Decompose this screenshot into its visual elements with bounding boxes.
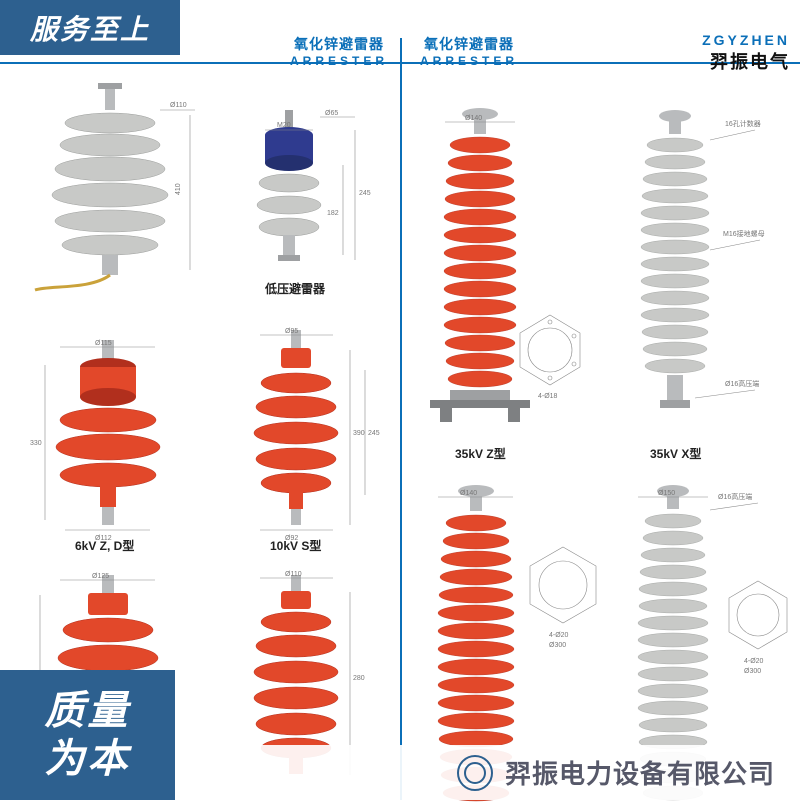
dim-p6-h: 280	[353, 675, 365, 682]
col-header-right-zh: 氧化锌避雷器	[420, 34, 518, 54]
brand-zh: 羿振电气	[702, 48, 790, 74]
dim-p3-top: Ø115	[95, 340, 112, 347]
dim-p5-top: Ø125	[92, 573, 109, 580]
dim-r1-top: Ø140	[465, 115, 482, 122]
cell-10kv: Ø95 390 245 Ø92 10kV S型	[215, 300, 390, 550]
dim-r2-n2: M16接地螺母	[723, 229, 765, 238]
quality-line1: 质量	[45, 687, 131, 735]
grey-arrester-icon: Ø110 410	[20, 75, 200, 295]
dim-r2-n3: Ø16高压端	[725, 379, 759, 388]
arrester-35kv-x-icon: 16孔计数器 M16接地螺母 Ø16高压端	[615, 100, 800, 460]
dim-r4-n2: 4-Ø20	[744, 658, 764, 665]
brand-en: ZGYZHEN	[702, 32, 790, 48]
col-header-right-en: ARRESTER	[420, 54, 518, 68]
dim-r4-top: Ø150	[658, 490, 675, 497]
dim-p1-top: Ø110	[170, 102, 187, 109]
lowvolt-arrester-icon: Ø65 245 182 M20	[225, 105, 385, 295]
company-name: 羿振电力设备有限公司	[505, 754, 775, 791]
brand-block: ZGYZHEN 羿振电气	[702, 32, 790, 74]
mid-divider	[400, 38, 402, 800]
company-logo-icon	[457, 755, 493, 791]
arrester-6kv-icon: Ø115 330 Ø112	[20, 335, 200, 550]
service-badge: 服务至上	[0, 0, 180, 55]
arrester-35kv-z-icon: 4-Ø18 Ø140	[410, 100, 610, 460]
dim-r2-n1: 16孔计数器	[725, 119, 761, 128]
label-35kv-z: 35kV Z型	[455, 445, 506, 462]
dim-r4-n1: Ø16高压端	[718, 492, 752, 501]
dim-r4-side: Ø300	[744, 668, 761, 675]
cell-grey-arrester: Ø110 410	[20, 75, 200, 295]
arrester-10kv-icon: Ø95 390 245 Ø92	[215, 325, 390, 550]
col-header-right: 氧化锌避雷器 ARRESTER	[420, 34, 518, 68]
label-lowvolt: 低压避雷器	[265, 280, 325, 297]
dim-p1-h: 410	[175, 183, 182, 195]
dim-p3-h: 330	[30, 440, 42, 447]
service-badge-text: 服务至上	[30, 8, 150, 48]
col-header-left-en: ARRESTER	[290, 54, 388, 68]
quality-line2: 为本	[45, 735, 131, 783]
dim-p4-top: Ø95	[285, 328, 298, 335]
dim-p2-r2: 182	[327, 210, 339, 217]
dim-r3-top: Ø140	[460, 490, 477, 497]
dim-p4-h2: 245	[368, 430, 380, 437]
company-bar: 羿振电力设备有限公司	[175, 745, 800, 800]
cell-6kv: Ø115 330 Ø112 6kV Z, D型	[20, 310, 200, 550]
catalog-page: 服务至上 氧化锌避雷器 ARRESTER 氧化锌避雷器 ARRESTER ZGY…	[0, 0, 800, 800]
col-header-left-zh: 氧化锌避雷器	[290, 34, 388, 54]
label-10kv: 10kV S型	[270, 537, 321, 554]
svg-text:M20: M20	[277, 122, 291, 129]
cell-35kv-z: 4-Ø18 Ø140 35kV Z型	[410, 75, 610, 460]
label-35kv-x: 35kV X型	[650, 445, 701, 462]
cell-lowvolt: Ø65 245 182 M20 低压避雷器	[225, 80, 385, 295]
dim-p2-r: 245	[359, 190, 371, 197]
col-header-left: 氧化锌避雷器 ARRESTER	[290, 34, 388, 68]
label-6kv: 6kV Z, D型	[75, 537, 134, 554]
dim-p2-top: Ø65	[325, 110, 338, 117]
dim-r3-note: 4-Ø20	[549, 632, 569, 639]
dim-p4-h: 390	[353, 430, 365, 437]
dim-r3-side: Ø300	[549, 642, 566, 649]
quality-badge: 质量 为本	[0, 670, 175, 800]
dim-p6-top: Ø110	[285, 571, 302, 578]
dim-r1-note: 4-Ø18	[538, 393, 558, 400]
cell-35kv-x: 16孔计数器 M16接地螺母 Ø16高压端 35kV X型	[615, 75, 800, 460]
